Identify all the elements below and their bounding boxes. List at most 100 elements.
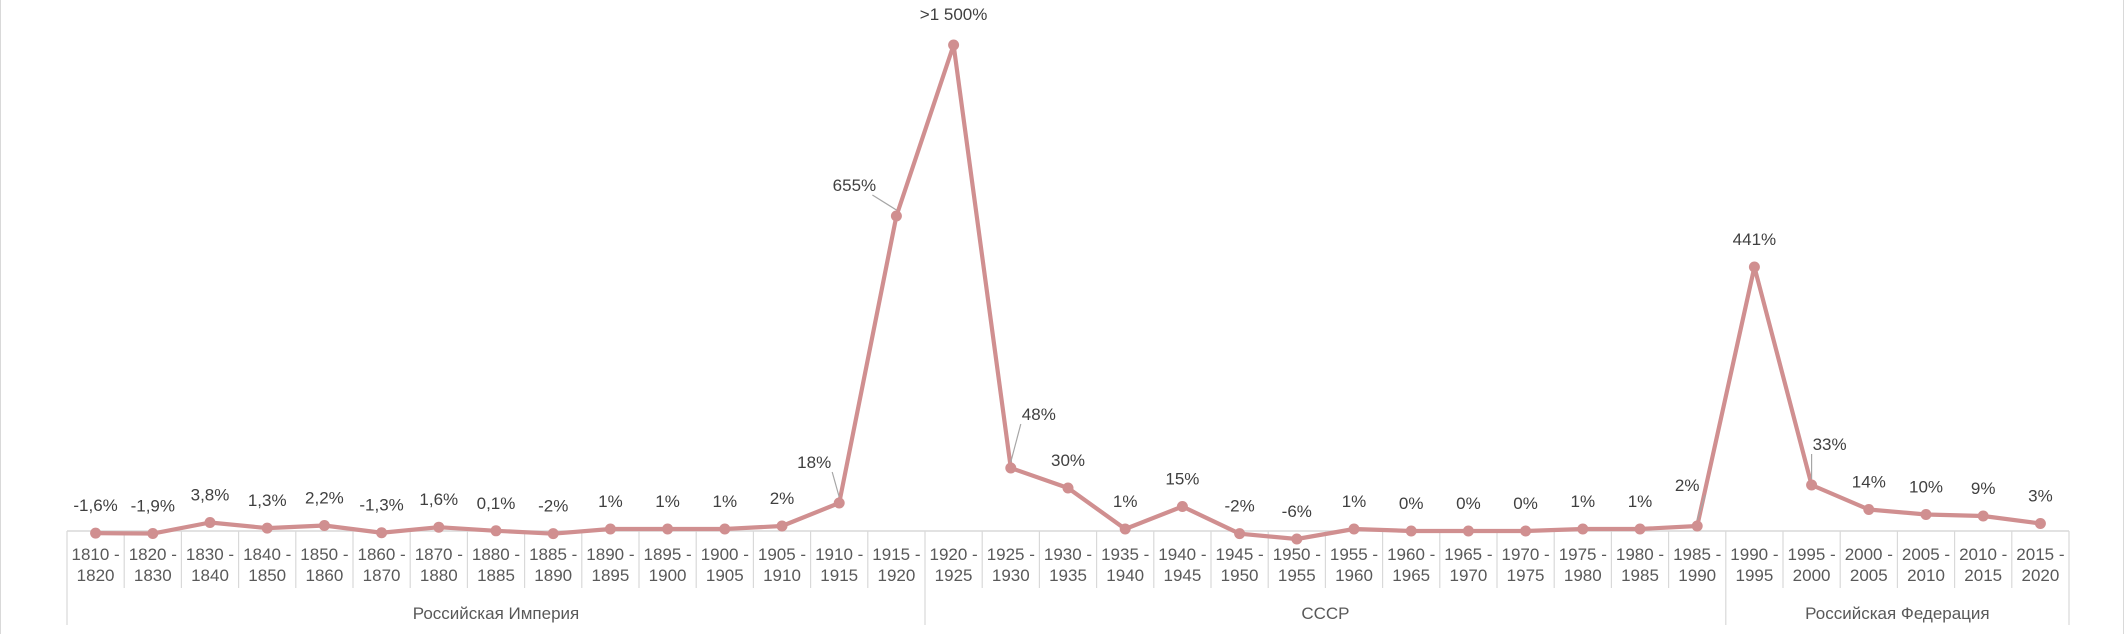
data-label: 0% xyxy=(1513,494,1538,513)
x-tick-label: 2000 - 2005 xyxy=(1845,545,1893,585)
data-label: 10% xyxy=(1909,478,1943,497)
x-tick-label-line: 1850 xyxy=(248,566,286,585)
x-tick-label-line: 2015 xyxy=(1964,566,2002,585)
x-tick-label-line: 1975 - xyxy=(1559,545,1607,564)
data-point xyxy=(433,521,445,533)
x-tick-label: 1890 - 1895 xyxy=(586,545,634,585)
x-tick-label-line: 1995 - xyxy=(1787,545,1835,564)
x-tick-label-line: 1980 xyxy=(1564,566,1602,585)
data-label-leader xyxy=(1010,423,1022,463)
data-point xyxy=(776,520,788,532)
x-tick-label-line: 1970 xyxy=(1449,566,1487,585)
x-tick-label-line: 2010 - xyxy=(1959,545,2007,564)
x-tick-label: 1950 - 1955 xyxy=(1273,545,1321,585)
data-label: 1% xyxy=(655,492,680,511)
x-tick-label-line: 1890 xyxy=(534,566,572,585)
x-tick-label-line: 1915 xyxy=(820,566,858,585)
data-point xyxy=(261,522,273,534)
x-tick-label-line: 1830 xyxy=(134,566,172,585)
x-tick-label-line: 1960 - xyxy=(1387,545,1435,564)
data-point xyxy=(490,525,502,537)
data-label: -2% xyxy=(538,497,568,516)
data-point xyxy=(1005,462,1017,474)
x-tick-label: 1955 - 1960 xyxy=(1330,545,1378,585)
x-tick-label: 1830 - 1840 xyxy=(186,545,234,585)
data-label: 1% xyxy=(1628,492,1653,511)
data-point xyxy=(604,523,616,535)
x-tick-label-line: 1900 xyxy=(649,566,687,585)
x-tick-label-line: 1840 xyxy=(191,566,229,585)
x-tick-label-line: 1990 xyxy=(1678,566,1716,585)
x-tick-label-line: 1880 - xyxy=(472,545,520,564)
x-tick-label-line: 1920 - xyxy=(929,545,977,564)
x-tick-label-line: 1910 - xyxy=(815,545,863,564)
data-label: 0% xyxy=(1456,494,1481,513)
x-tick-label: 1935 - 1940 xyxy=(1101,545,1149,585)
x-tick-label: 1960 - 1965 xyxy=(1387,545,1435,585)
data-label: 1% xyxy=(1113,492,1138,511)
x-tick-label: 1895 - 1900 xyxy=(643,545,691,585)
data-point xyxy=(1634,523,1646,535)
x-tick-label-line: 2000 - xyxy=(1845,545,1893,564)
x-tick-label: 1905 - 1910 xyxy=(758,545,806,585)
x-tick-label: 1985 - 1990 xyxy=(1673,545,1721,585)
x-tick-label: 1990 - 1995 xyxy=(1730,545,1778,585)
x-tick-label: 1820 - 1830 xyxy=(129,545,177,585)
x-tick-label-line: 1950 xyxy=(1221,566,1259,585)
data-label: 33% xyxy=(1813,435,1847,454)
data-point xyxy=(1577,523,1589,535)
x-tick-label: 1980 - 1985 xyxy=(1616,545,1664,585)
data-point xyxy=(204,517,216,528)
x-tick-label-line: 1885 xyxy=(477,566,515,585)
data-point xyxy=(948,39,960,51)
x-tick-label-line: 1810 - xyxy=(71,545,119,564)
data-point xyxy=(2034,518,2046,529)
x-tick-label: 1915 - 1920 xyxy=(872,545,920,585)
x-tick-label-line: 1820 xyxy=(77,566,115,585)
x-tick-label-line: 2000 xyxy=(1793,566,1831,585)
data-label: 14% xyxy=(1852,473,1886,492)
data-label: 1,3% xyxy=(248,491,287,510)
data-point xyxy=(833,497,845,509)
data-point xyxy=(1234,528,1246,540)
x-tick-label-line: 1995 xyxy=(1735,566,1773,585)
data-label: -1,3% xyxy=(359,496,403,515)
data-label: 441% xyxy=(1733,230,1776,249)
data-label: 9% xyxy=(1971,479,1996,498)
data-label: 3,8% xyxy=(191,486,230,505)
x-tick-label-line: 1840 - xyxy=(243,545,291,564)
x-tick-label: 2005 - 2010 xyxy=(1902,545,1950,585)
data-label: 15% xyxy=(1165,470,1199,489)
x-tick-label-line: 1930 - xyxy=(1044,545,1092,564)
x-tick-label: 1970 - 1975 xyxy=(1501,545,1549,585)
x-tick-label: 1840 - 1850 xyxy=(243,545,291,585)
x-tick-label-line: 1905 xyxy=(706,566,744,585)
data-label: 18% xyxy=(797,453,831,472)
data-label: 2% xyxy=(770,489,795,508)
x-tick-label-line: 1985 xyxy=(1621,566,1659,585)
x-tick-label-line: 1960 xyxy=(1335,566,1373,585)
x-tick-label: 1910 - 1915 xyxy=(815,545,863,585)
data-label: -1,9% xyxy=(131,497,175,516)
data-point xyxy=(1062,482,1074,494)
x-tick-label: 1925 - 1930 xyxy=(987,545,1035,585)
x-tick-label-line: 1945 xyxy=(1163,566,1201,585)
data-label: 1% xyxy=(598,492,623,511)
data-point xyxy=(1920,509,1932,520)
x-tick-label-line: 1850 - xyxy=(300,545,348,564)
data-point xyxy=(662,523,674,535)
data-point xyxy=(90,527,102,539)
x-tick-label-line: 1935 xyxy=(1049,566,1087,585)
x-tick-label-line: 1920 xyxy=(877,566,915,585)
x-tick-label-line: 1955 - xyxy=(1330,545,1378,564)
data-point xyxy=(1405,525,1417,537)
x-tick-label: 1860 - 1870 xyxy=(357,545,405,585)
x-tick-label-line: 1970 - xyxy=(1501,545,1549,564)
data-point xyxy=(147,528,159,540)
x-tick-label-line: 1895 xyxy=(591,566,629,585)
data-point xyxy=(547,528,559,540)
x-tick-label-line: 1990 - xyxy=(1730,545,1778,564)
x-tick-label-line: 1900 - xyxy=(701,545,749,564)
x-tick-label-line: 1975 xyxy=(1507,566,1545,585)
